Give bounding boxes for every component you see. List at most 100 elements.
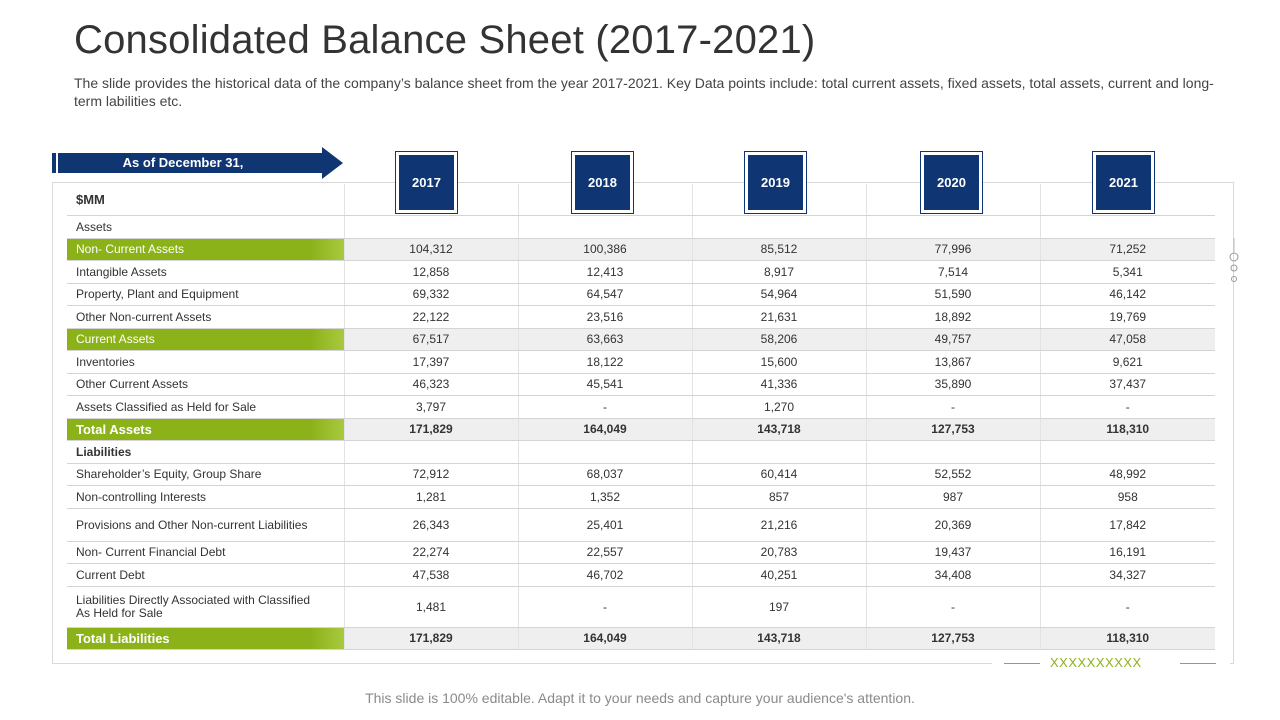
value-cell-2020: 13,867	[865, 350, 1040, 374]
value-cell-2019: 41,336	[691, 373, 866, 396]
row-label: Non-controlling Interests	[67, 485, 344, 509]
value-cell-2019	[691, 440, 866, 464]
value-cell-2020: 52,552	[865, 463, 1040, 486]
row-label: Other Non-current Assets	[67, 305, 344, 329]
value-cell-2020: 987	[865, 485, 1040, 509]
value-cell-2021: 17,842	[1039, 508, 1215, 542]
value-cell-2018	[517, 440, 692, 464]
value-cell-2018: 164,049	[517, 627, 692, 650]
value-cell-2021: 47,058	[1039, 328, 1215, 351]
value-cell-2017: 3,797	[343, 395, 518, 419]
table-row: Provisions and Other Non-current Liabili…	[67, 508, 1215, 542]
table-row: Current Debt 47,538 46,702 40,251 34,408 34,3…	[67, 563, 1215, 587]
value-cell-2017: 12,858	[343, 260, 518, 284]
value-cell-2018: 18,122	[517, 350, 692, 374]
row-label: Shareholder’s Equity, Group Share	[67, 463, 344, 486]
row-label: Assets	[67, 215, 344, 239]
row-label: Provisions and Other Non-current Liabili…	[67, 508, 344, 542]
value-cell-2021: 19,769	[1039, 305, 1215, 329]
table-row: Intangible Assets 12,858 12,413 8,917 7,514 5…	[67, 260, 1215, 284]
value-cell-2020: 127,753	[865, 418, 1040, 441]
decor-line-right	[1180, 663, 1216, 664]
value-cell-2021: 118,310	[1039, 627, 1215, 650]
value-cell-2017: 171,829	[343, 418, 518, 441]
value-cell-2017	[343, 215, 518, 239]
value-cell-2020: 35,890	[865, 373, 1040, 396]
page-title: Consolidated Balance Sheet (2017-2021)	[74, 18, 816, 62]
table-row: Other Non-current Assets 22,122 23,516 21,6…	[67, 305, 1215, 329]
page-subtitle: The slide provides the historical data o…	[74, 75, 1214, 109]
table-row: Property, Plant and Equipment 69,332 64,54…	[67, 283, 1215, 306]
value-cell-2020: 18,892	[865, 305, 1040, 329]
table-frame	[52, 182, 1234, 664]
table-row: Liabilities Directly Associated with Cla…	[67, 586, 1215, 628]
unit-header-row: $MM	[67, 184, 1215, 216]
row-label: Inventories	[67, 350, 344, 374]
table-row: Non-controlling Interests 1,281 1,352 857 98…	[67, 485, 1215, 509]
value-cell-2020: 34,408	[865, 563, 1040, 587]
table-row: Inventories 17,397 18,122 15,600 13,867 9,621	[67, 350, 1215, 374]
row-label: Non- Current Financial Debt	[67, 541, 344, 564]
table-row: Total Liabilities 171,829 164,049 143,718 12…	[67, 627, 1215, 650]
as-of-label: As of December 31,	[122, 155, 244, 170]
decor-placeholder-text: XXXXXXXXXX	[1050, 655, 1142, 670]
value-cell-2017: 171,829	[343, 627, 518, 650]
value-cell-2018: 164,049	[517, 418, 692, 441]
value-cell-2017: 26,343	[343, 508, 518, 542]
value-cell-2019: 20,783	[691, 541, 866, 564]
value-cell-2018: 45,541	[517, 373, 692, 396]
value-cell-2017: 69,332	[343, 283, 518, 306]
value-cell-2021: -	[1039, 395, 1215, 419]
row-label: Non- Current Assets	[67, 238, 344, 261]
value-cell-2018: -	[517, 586, 692, 628]
value-cell-2021: 34,327	[1039, 563, 1215, 587]
value-cell-2017: 67,517	[343, 328, 518, 351]
value-cell-2020: 7,514	[865, 260, 1040, 284]
value-cell-2020: -	[865, 395, 1040, 419]
value-cell-2021: 48,992	[1039, 463, 1215, 486]
value-cell-2017: 72,912	[343, 463, 518, 486]
value-cell-2021: 5,341	[1039, 260, 1215, 284]
row-label: Property, Plant and Equipment	[67, 283, 344, 306]
value-cell-2017: 17,397	[343, 350, 518, 374]
value-cell-2018	[517, 215, 692, 239]
value-cell-2019: 8,917	[691, 260, 866, 284]
value-cell-2018: -	[517, 395, 692, 419]
value-cell-2020	[865, 440, 1040, 464]
value-cell-2018: 64,547	[517, 283, 692, 306]
value-cell-2019: 857	[691, 485, 866, 509]
table-row: Non- Current Financial Debt 22,274 22,557 2…	[67, 541, 1215, 564]
row-label: Intangible Assets	[67, 260, 344, 284]
row-label: Current Debt	[67, 563, 344, 587]
value-cell-2021: 16,191	[1039, 541, 1215, 564]
row-label: Total Liabilities	[67, 627, 344, 650]
value-cell-2020: 20,369	[865, 508, 1040, 542]
balance-sheet-table: $MM Assets Non- Current Assets 104,312 100,…	[67, 184, 1215, 650]
value-cell-2019: 40,251	[691, 563, 866, 587]
value-cell-2021	[1039, 440, 1215, 464]
row-label: Liabilities	[67, 440, 344, 464]
value-cell-2020: 51,590	[865, 283, 1040, 306]
row-label: Liabilities Directly Associated with Cla…	[67, 586, 344, 628]
value-cell-2019: 21,216	[691, 508, 866, 542]
table-row: Assets	[67, 215, 1215, 239]
row-label: Assets Classified as Held for Sale	[67, 395, 344, 419]
value-cell-2018: 12,413	[517, 260, 692, 284]
value-cell-2019: 58,206	[691, 328, 866, 351]
value-cell-2021: 71,252	[1039, 238, 1215, 261]
table-row: Shareholder’s Equity, Group Share 72,912 6…	[67, 463, 1215, 486]
unit-label: $MM	[67, 184, 344, 216]
value-cell-2021: 958	[1039, 485, 1215, 509]
value-cell-2020: -	[865, 586, 1040, 628]
value-cell-2018: 23,516	[517, 305, 692, 329]
table-row: Total Assets 171,829 164,049 143,718 127,753…	[67, 418, 1215, 441]
value-cell-2017: 1,281	[343, 485, 518, 509]
arrow-banner-icon	[52, 147, 343, 179]
side-decoration	[1228, 238, 1240, 291]
value-cell-2019	[691, 215, 866, 239]
value-cell-2017: 22,274	[343, 541, 518, 564]
value-cell-2019: 143,718	[691, 418, 866, 441]
value-cell-2017: 1,481	[343, 586, 518, 628]
footer-note: This slide is 100% editable. Adapt it to…	[365, 690, 915, 706]
value-cell-2020: 49,757	[865, 328, 1040, 351]
